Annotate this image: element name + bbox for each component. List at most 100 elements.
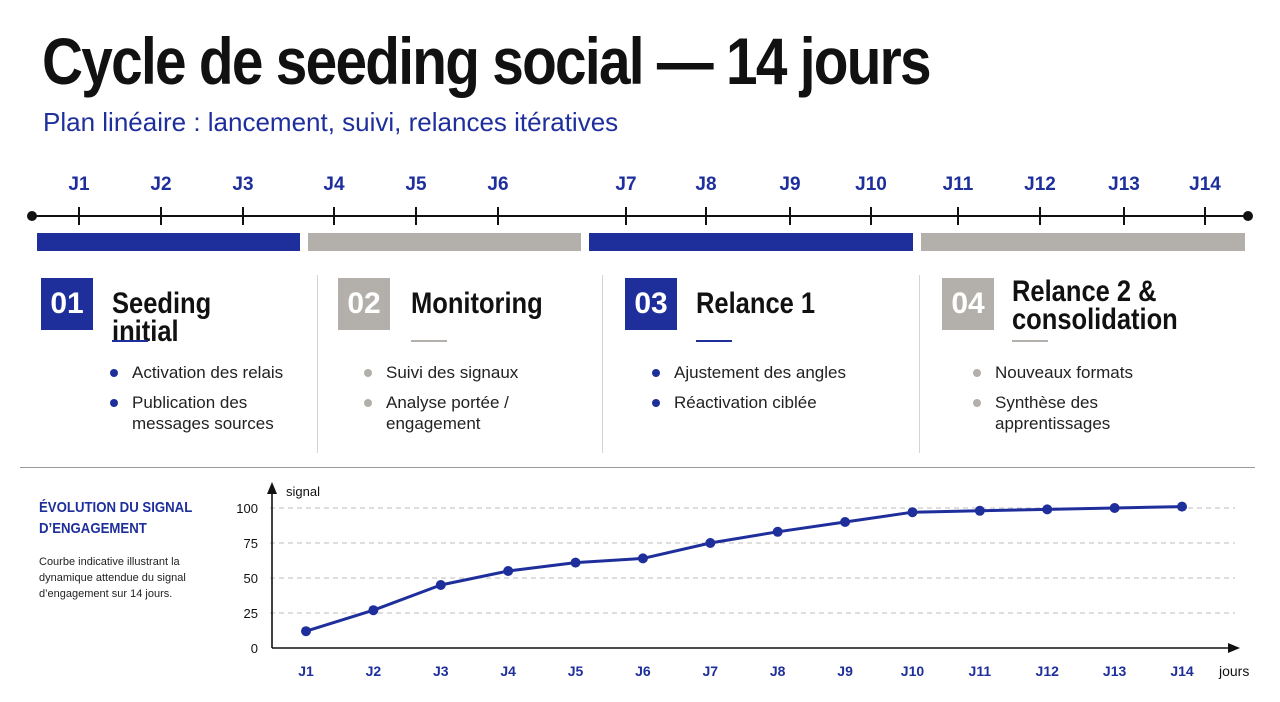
phase-underline — [1012, 340, 1048, 342]
y-tick-label: 0 — [251, 641, 258, 656]
phase-4: 04 Relance 2 & consolidation Nouveaux fo… — [942, 276, 1262, 456]
bullet-item: Réactivation ciblée — [652, 392, 894, 413]
phase-number: 04 — [942, 278, 994, 330]
bullet-item: Activation des relais — [110, 362, 302, 383]
phase-underline — [696, 340, 732, 342]
phase-number: 03 — [625, 278, 677, 330]
bullet-text: Analyse portée / engagement — [386, 393, 509, 433]
data-point — [974, 505, 985, 516]
data-point — [907, 507, 918, 518]
phase-bullets: Nouveaux formats Synthèse des apprentiss… — [973, 362, 1165, 443]
bullet-dot — [110, 399, 118, 407]
page-title: Cycle de seeding social — 14 jours — [42, 24, 932, 98]
y-tick-label: 50 — [244, 571, 258, 586]
phase-3: 03 Relance 1 Ajustement des angles Réact… — [625, 276, 915, 456]
bullet-dot — [652, 399, 660, 407]
data-point — [570, 557, 581, 568]
bullet-item: Suivi des signaux — [364, 362, 556, 383]
timeline-day-label: J6 — [487, 174, 508, 195]
phase-1: 01 Seeding initial Activation des relais… — [41, 276, 311, 456]
bullet-item: Synthèse des apprentissages — [973, 392, 1165, 434]
data-point — [301, 626, 311, 637]
chart-description: Courbe indicative illustrant la dynamiqu… — [39, 556, 186, 600]
x-axis-arrow — [1228, 643, 1240, 653]
timeline-day-label: J11 — [943, 174, 974, 195]
data-point — [840, 517, 851, 527]
x-tick-label: J11 — [969, 663, 992, 679]
phase-divider — [919, 275, 920, 453]
x-tick-label: J9 — [837, 663, 853, 679]
x-tick-label: J13 — [1103, 663, 1127, 679]
x-tick-label: J6 — [635, 663, 651, 679]
phase-divider — [317, 275, 318, 453]
y-tick-label: 25 — [244, 606, 258, 621]
timeline-day-label: J2 — [150, 174, 171, 195]
bullet-text: Ajustement des angles — [674, 363, 846, 382]
phase-underline — [411, 340, 447, 342]
timeline-start-dot — [27, 211, 37, 221]
y-tick-label: 75 — [244, 536, 258, 551]
bullet-dot — [973, 399, 981, 407]
bullet-dot — [973, 369, 981, 377]
x-tick-label: J7 — [703, 663, 719, 679]
x-tick-label: J5 — [568, 663, 584, 679]
timeline-day-label: J8 — [695, 174, 716, 195]
phase-bullets: Activation des relais Publication des me… — [110, 362, 302, 443]
page-subtitle: Plan linéaire : lancement, suivi, relanc… — [43, 107, 619, 137]
bullet-text: Suivi des signaux — [386, 363, 519, 382]
data-point — [772, 526, 783, 537]
timeline-day-label: J14 — [1189, 174, 1221, 195]
data-point — [637, 553, 648, 564]
timeline-day-label: J12 — [1024, 174, 1056, 195]
chart-section-title: ÉVOLUTION DU SIGNAL D’ENGAGEMENT — [39, 499, 193, 537]
x-tick-label: J12 — [1036, 663, 1060, 679]
data-point — [503, 566, 514, 576]
phase-title: Monitoring — [411, 287, 543, 320]
phase-number: 01 — [41, 278, 93, 330]
bullet-item: Analyse portée / engagement — [364, 392, 556, 434]
timeline-day-label: J1 — [68, 174, 90, 195]
timeline-day-label: J9 — [779, 174, 800, 195]
y-tick-label: 100 — [236, 501, 258, 516]
phase-bar — [37, 233, 300, 251]
bullet-item: Nouveaux formats — [973, 362, 1165, 383]
data-point — [368, 605, 379, 616]
phase-bar — [921, 233, 1245, 251]
bullet-text: Synthèse des apprentissages — [995, 393, 1111, 433]
data-point — [1042, 504, 1053, 515]
timeline: J1 J2 J3 J4 J5 J6 J7 J8 J9 J10 J11 J12 J13 J14 — [27, 174, 1253, 251]
phase-underline — [112, 340, 148, 342]
x-tick-label: J4 — [500, 663, 516, 679]
phase-title: Relance 1 — [696, 287, 816, 320]
x-tick-label: J1 — [298, 663, 314, 679]
engagement-chart: 0 25 50 75 100 signal jours J1 J2 J3 J4 J5 J6 J7 J8 J9 J… — [236, 482, 1249, 679]
phase-2: 02 Monitoring Suivi des signaux Analyse … — [338, 276, 598, 456]
x-axis-label: jours — [1218, 663, 1249, 679]
x-tick-label: J8 — [770, 663, 786, 679]
bullet-dot — [364, 399, 372, 407]
timeline-day-label: J4 — [323, 174, 345, 195]
x-tick-label: J2 — [366, 663, 382, 679]
x-tick-label: J14 — [1170, 663, 1194, 679]
data-point — [1109, 503, 1120, 513]
phase-bullets: Ajustement des angles Réactivation ciblé… — [652, 362, 894, 422]
bullet-item: Publication des messages sources — [110, 392, 302, 434]
bullet-item: Ajustement des angles — [652, 362, 894, 383]
timeline-day-label: J13 — [1108, 174, 1140, 195]
x-tick-label: J10 — [901, 663, 925, 679]
bullet-dot — [110, 369, 118, 377]
phase-bar — [589, 233, 913, 251]
phase-title: Seeding initial — [112, 287, 212, 348]
timeline-day-label: J5 — [405, 174, 427, 195]
data-point — [435, 580, 446, 590]
data-point — [1177, 501, 1187, 512]
phase-divider — [602, 275, 603, 453]
timeline-day-label: J3 — [232, 174, 253, 195]
bullet-text: Réactivation ciblée — [674, 393, 817, 412]
bullet-text: Publication des messages sources — [132, 393, 274, 433]
phase-number: 02 — [338, 278, 390, 330]
bullet-text: Nouveaux formats — [995, 363, 1133, 382]
bullet-text: Activation des relais — [132, 363, 284, 382]
x-tick-label: J3 — [433, 663, 449, 679]
data-point — [705, 538, 716, 548]
